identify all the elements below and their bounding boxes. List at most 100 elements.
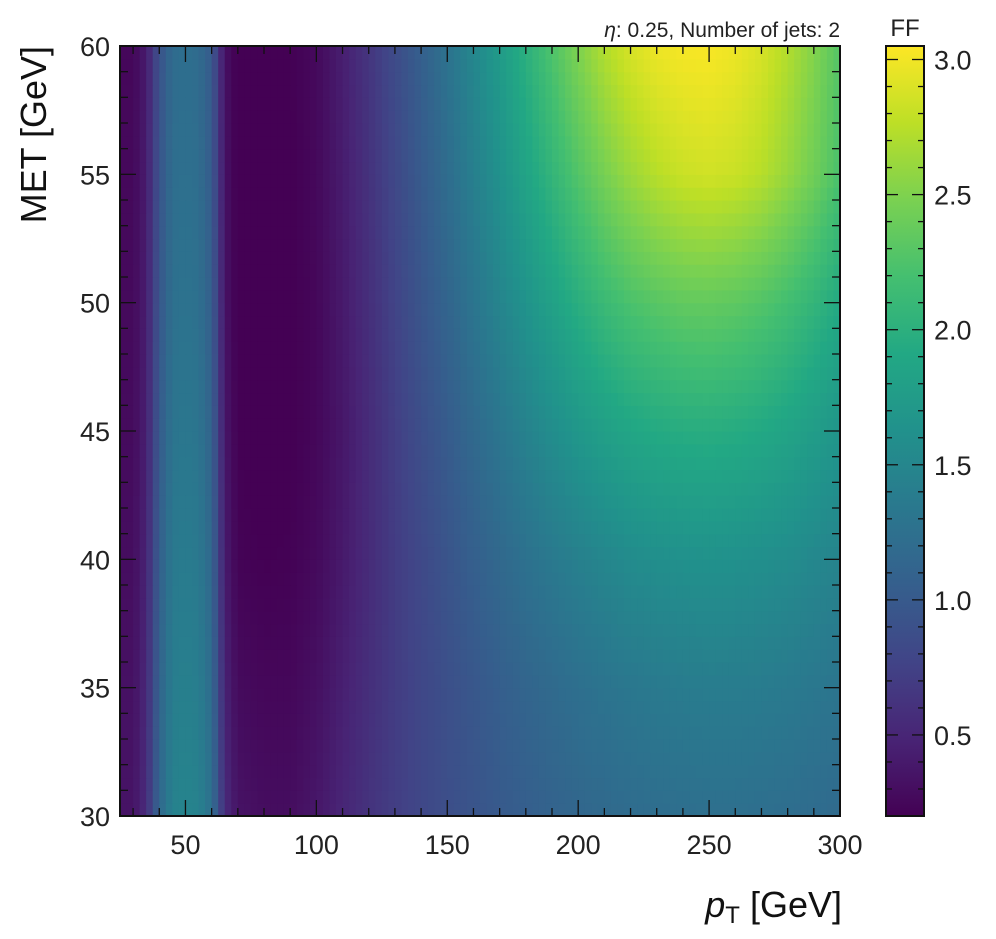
heatmap-cell	[453, 277, 461, 291]
heatmap-cell	[394, 392, 403, 406]
heatmap-cell	[545, 585, 553, 599]
heatmap-cell	[394, 649, 403, 663]
heatmap-cell	[185, 790, 193, 804]
heatmap-cell	[277, 264, 285, 278]
heatmap-cell	[558, 354, 566, 368]
heatmap-cell	[610, 546, 619, 560]
heatmap-cell	[434, 238, 442, 252]
heatmap-cell	[499, 392, 507, 406]
heatmap-cell	[682, 520, 691, 535]
heatmap-cell	[506, 559, 514, 573]
heatmap-cell	[473, 610, 481, 625]
heatmap-cell	[283, 328, 291, 342]
heatmap-cell	[355, 623, 363, 637]
heatmap-cell	[643, 341, 651, 355]
heatmap-cell	[139, 674, 147, 689]
heatmap-cell	[637, 431, 645, 445]
heatmap-cell	[421, 636, 429, 650]
heatmap-cell	[774, 610, 782, 625]
heatmap-cell	[283, 726, 291, 740]
heatmap-cell	[493, 533, 501, 548]
heatmap-cell	[460, 764, 468, 779]
heatmap-cell	[584, 610, 592, 625]
heatmap-cell	[381, 289, 389, 304]
heatmap-cell	[571, 392, 579, 406]
heatmap-cell	[303, 559, 311, 573]
heatmap-cell	[630, 662, 638, 676]
heatmap-cell	[499, 546, 507, 560]
heatmap-cell	[702, 559, 710, 573]
heatmap-cell	[414, 456, 422, 471]
heatmap-cell	[480, 482, 488, 496]
heatmap-cell	[309, 366, 317, 381]
heatmap-cell	[342, 764, 350, 779]
heatmap-cell	[146, 341, 154, 355]
heatmap-cell	[349, 508, 357, 522]
heatmap-cell	[552, 687, 560, 702]
heatmap-cell	[591, 700, 599, 714]
heatmap-cell	[794, 790, 802, 804]
heatmap-cell	[257, 674, 265, 689]
heatmap-cell	[571, 533, 579, 548]
heatmap-cell	[565, 751, 573, 766]
heatmap-cell	[669, 687, 677, 702]
heatmap-cell	[473, 739, 481, 753]
heatmap-cell	[545, 482, 553, 496]
heatmap-cell	[558, 726, 566, 740]
heatmap-cell	[558, 610, 566, 625]
heatmap-cell	[709, 418, 717, 432]
heatmap-cell	[486, 636, 494, 650]
heatmap-cell	[820, 379, 828, 394]
heatmap-cell	[571, 264, 579, 278]
heatmap-cell	[198, 559, 206, 573]
heatmap-cell	[198, 315, 206, 329]
heatmap-cell	[231, 225, 239, 240]
heatmap-cell	[826, 585, 835, 599]
heatmap-cell	[211, 597, 219, 612]
heatmap-cell	[473, 328, 481, 342]
heatmap-cell	[165, 225, 173, 240]
heatmap-cell	[257, 751, 265, 766]
heatmap-cell	[152, 264, 160, 278]
heatmap-cell	[453, 751, 461, 766]
heatmap-cells	[120, 46, 840, 816]
heatmap-cell	[303, 803, 311, 816]
heatmap-cell	[146, 508, 154, 522]
heatmap-cell	[434, 623, 442, 637]
heatmap-cell	[800, 533, 808, 548]
heatmap-cell	[525, 764, 533, 779]
heatmap-cell	[578, 636, 586, 650]
heatmap-cell	[165, 341, 173, 355]
heatmap-cell	[244, 482, 252, 496]
heatmap-cell	[506, 443, 514, 458]
heatmap-cell	[453, 302, 461, 317]
heatmap-cell	[800, 739, 808, 753]
heatmap-cell	[192, 418, 200, 432]
heatmap-cell	[198, 610, 206, 625]
heatmap-cell	[538, 610, 547, 625]
heatmap-cell	[754, 277, 763, 291]
heatmap-cell	[682, 456, 691, 471]
heatmap-cell	[754, 341, 763, 355]
heatmap-cell	[257, 341, 265, 355]
heatmap-cell	[427, 469, 435, 483]
heatmap-cell	[296, 636, 304, 650]
heatmap-cell	[375, 559, 383, 573]
heatmap-cell	[552, 610, 560, 625]
heatmap-cell	[807, 341, 815, 355]
heatmap-cell	[362, 777, 370, 791]
heatmap-cell	[270, 443, 278, 458]
heatmap-cell	[493, 559, 501, 573]
heatmap-cell	[761, 469, 769, 483]
heatmap-cell	[578, 456, 586, 471]
heatmap-cell	[643, 354, 651, 368]
heatmap-cell	[388, 649, 396, 663]
heatmap-cell	[610, 238, 619, 252]
heatmap-cell	[434, 713, 442, 727]
heatmap-cell	[303, 379, 311, 394]
heatmap-cell	[408, 610, 416, 625]
heatmap-cell	[231, 482, 239, 496]
heatmap-cell	[617, 713, 625, 727]
heatmap-cell	[159, 354, 167, 368]
heatmap-cell	[316, 418, 324, 432]
